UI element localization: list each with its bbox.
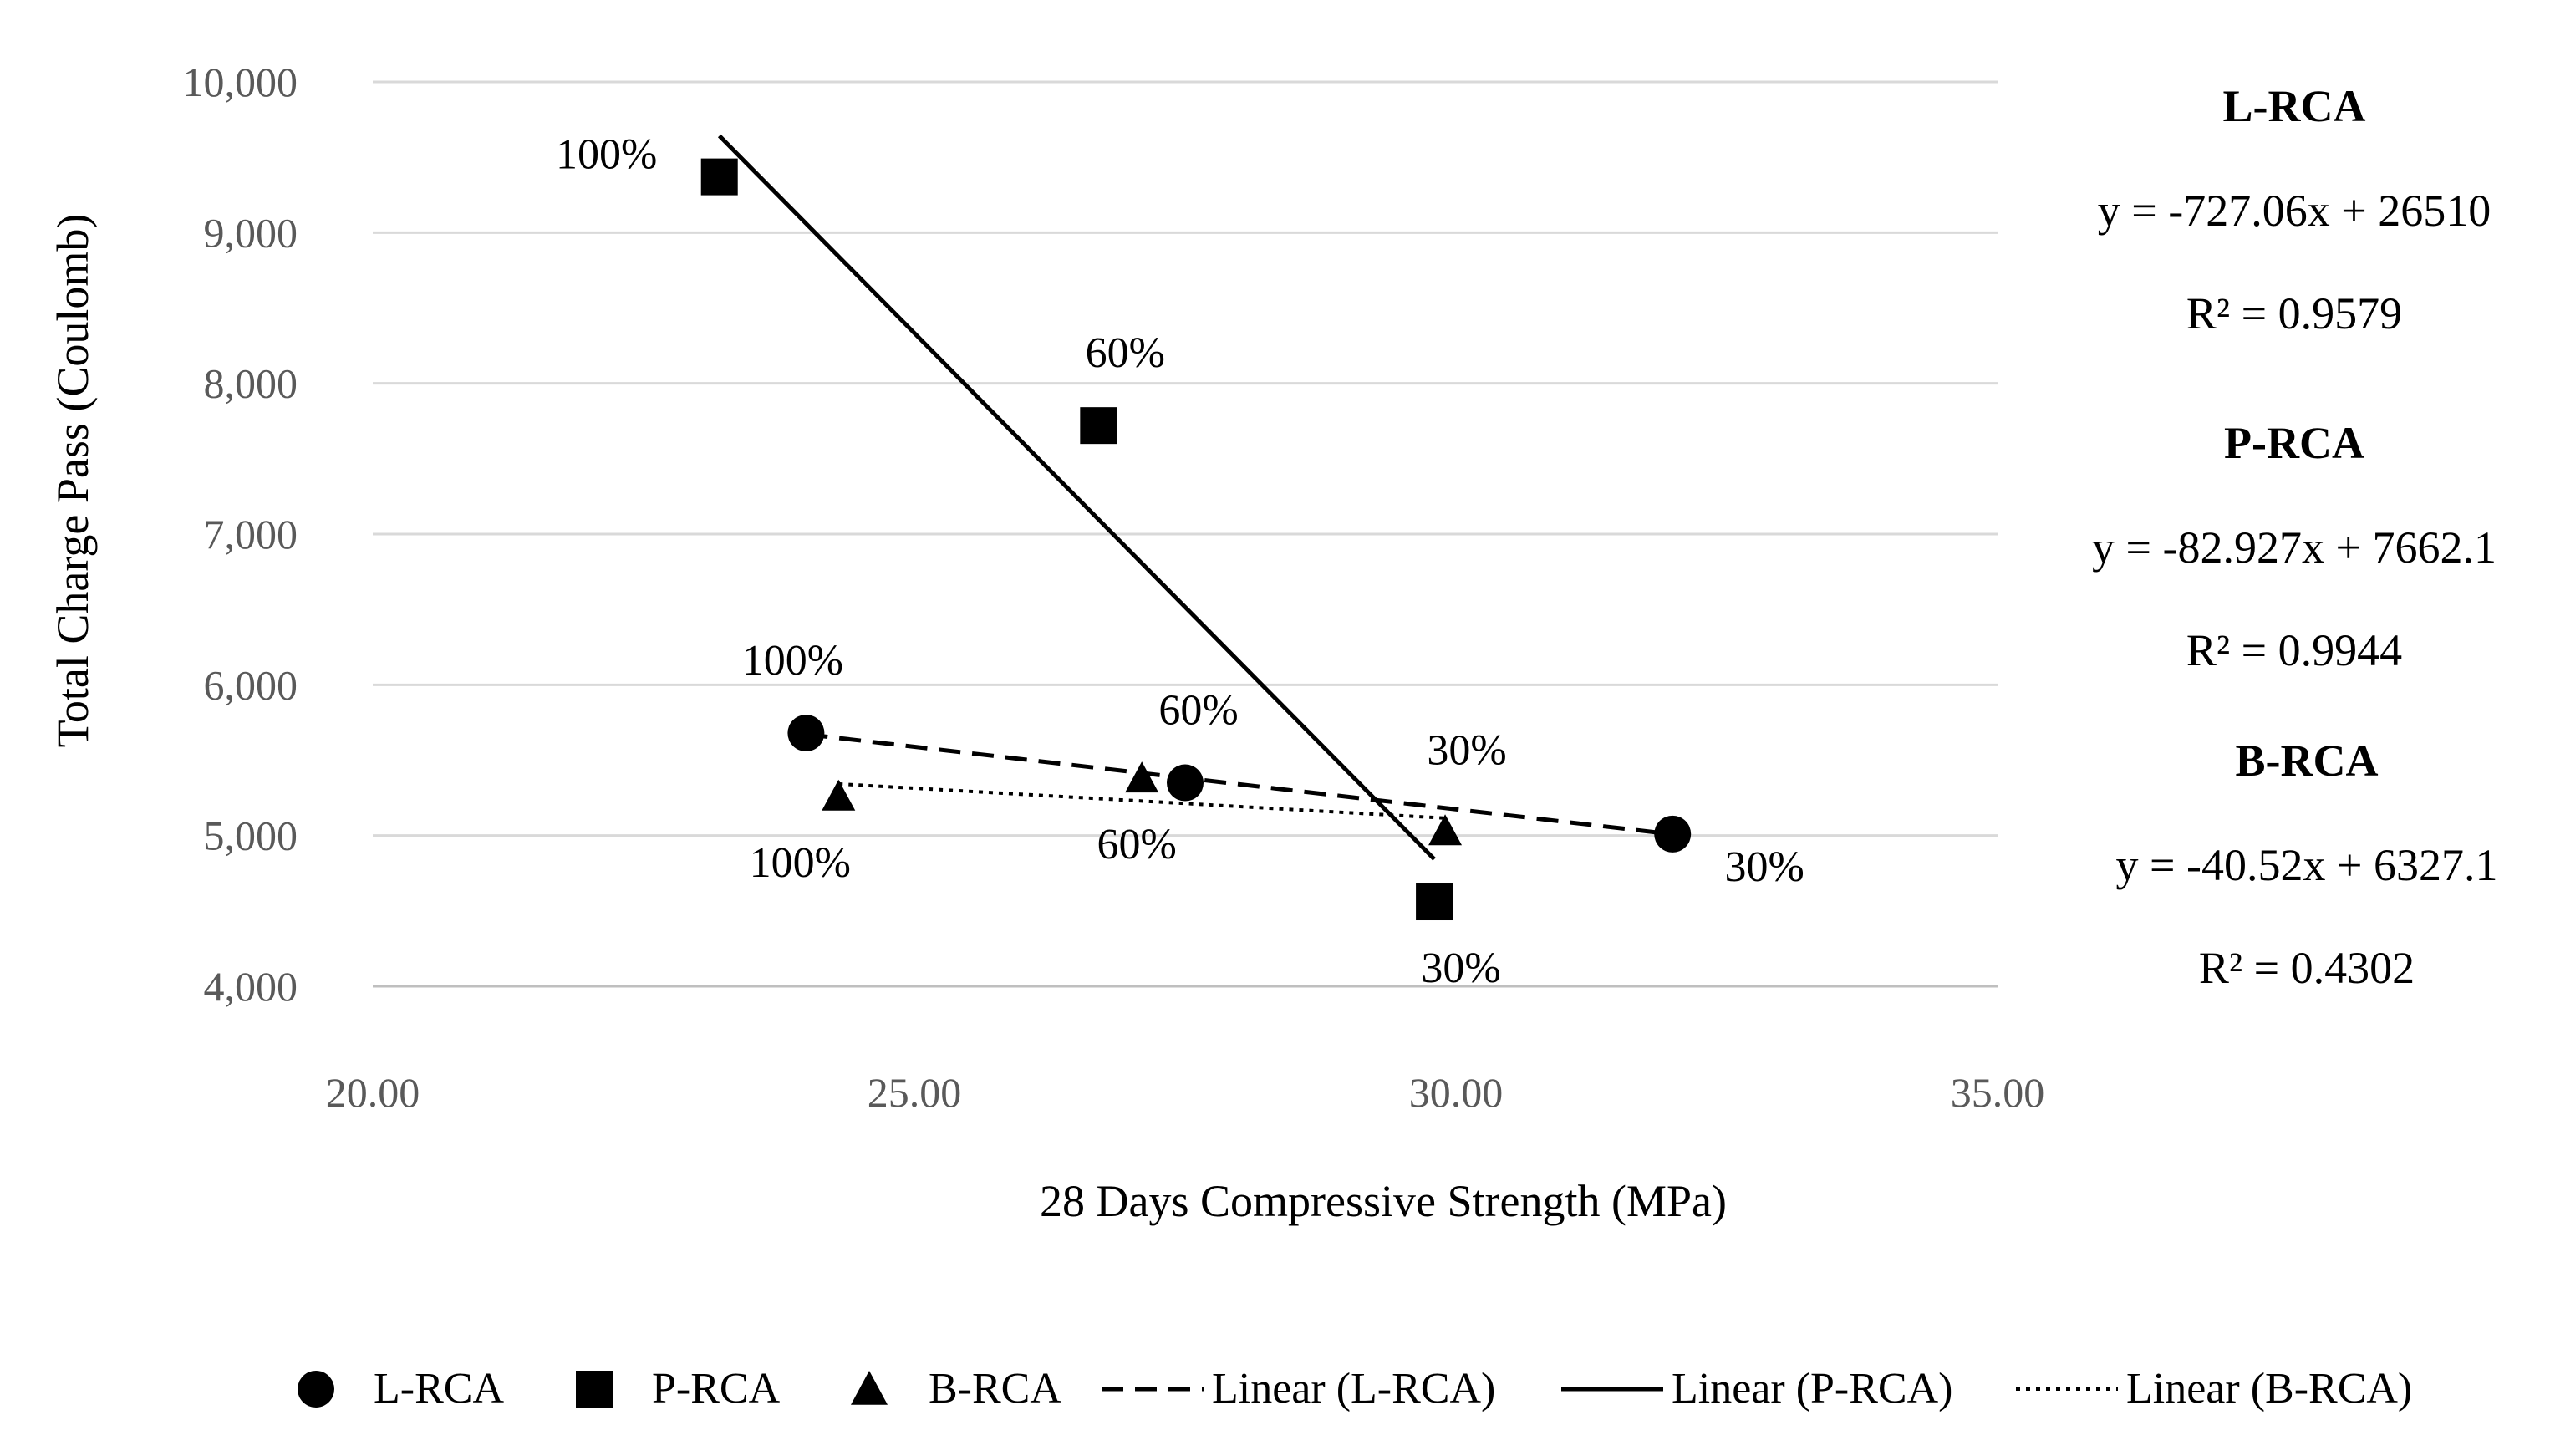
trendline-dotted [838, 781, 1446, 820]
x-tick-label: 25.00 [868, 1069, 962, 1116]
equation-heading: P-RCA [2224, 418, 2364, 468]
legend-entry: L-RCA [374, 1365, 504, 1413]
triangle-marker [1125, 761, 1159, 793]
x-axis-ticks: 20.00 25.00 30.00 35.00 [326, 1069, 2045, 1116]
x-tick-label: 35.00 [1951, 1069, 2045, 1116]
equation-heading: B-RCA [2236, 736, 2379, 786]
legend-entry: Linear (B-RCA) [2126, 1365, 2412, 1413]
square-marker [700, 158, 738, 196]
data-label: 30% [1725, 843, 1804, 891]
data-points [700, 158, 1692, 921]
y-tick-label: 10,000 [183, 59, 298, 105]
gridlines [373, 80, 1998, 988]
triangle-marker [1428, 814, 1463, 846]
x-axis-title: 28 Days Compressive Strength (MPa) [1040, 1176, 1727, 1226]
trendline-dashed [806, 732, 1673, 837]
circle-marker [1654, 815, 1692, 853]
triangle-marker [822, 779, 856, 811]
x-tick-label: 30.00 [1409, 1069, 1504, 1116]
square-marker [576, 1371, 613, 1408]
y-axis-title: Total Charge Pass (Coulomb) [48, 214, 98, 748]
legend-entry: Linear (L-RCA) [1212, 1365, 1495, 1413]
y-tick-label: 8,000 [204, 360, 298, 407]
data-label: 30% [1421, 944, 1500, 992]
equation-formula: y = -82.927x + 7662.1 [2092, 522, 2497, 573]
y-tick-label: 4,000 [204, 963, 298, 1010]
equation-formula: y = -727.06x + 26510 [2098, 186, 2491, 236]
square-marker [1416, 883, 1453, 921]
circle-marker [298, 1371, 334, 1408]
point-labels: 100% 60% 30% 100% 60% 30% 100% 60% 30% [556, 131, 1804, 992]
legend-entry: B-RCA [929, 1365, 1061, 1413]
legend-entry: Linear (P-RCA) [1672, 1365, 1952, 1413]
equation-r-squared: R² = 0.4302 [2199, 943, 2415, 993]
y-tick-label: 7,000 [204, 511, 298, 557]
data-label: 30% [1427, 726, 1506, 774]
triangle-marker [851, 1371, 888, 1405]
data-label: 100% [750, 839, 851, 887]
data-label: 60% [1086, 329, 1165, 377]
data-label: 60% [1158, 687, 1238, 735]
equation-formula: y = -40.52x + 6327.1 [2116, 840, 2498, 890]
circle-marker [787, 715, 825, 752]
data-label: 60% [1097, 821, 1176, 868]
legend: L-RCA P-RCA B-RCA Linear (L-RCA) Linear (P-R… [298, 1365, 2412, 1413]
y-tick-label: 6,000 [204, 661, 298, 708]
data-label: 100% [556, 131, 657, 179]
legend-entry: P-RCA [652, 1365, 781, 1413]
y-tick-label: 5,000 [204, 812, 298, 859]
equation-r-squared: R² = 0.9579 [2186, 288, 2402, 339]
square-marker [1080, 407, 1117, 445]
trendlines [717, 134, 1673, 861]
circle-marker [1167, 764, 1204, 802]
y-axis-ticks: 4,000 5,000 6,000 7,000 8,000 9,000 10,000 [183, 59, 298, 1010]
y-tick-label: 9,000 [204, 209, 298, 256]
equations-panel: L-RCA y = -727.06x + 26510 R² = 0.9579 P-RC… [2092, 81, 2497, 993]
trendline-solid [717, 134, 1436, 861]
equation-heading: L-RCA [2223, 81, 2366, 131]
data-label: 100% [742, 637, 843, 685]
equation-r-squared: R² = 0.9944 [2186, 625, 2402, 675]
x-tick-label: 20.00 [326, 1069, 420, 1116]
